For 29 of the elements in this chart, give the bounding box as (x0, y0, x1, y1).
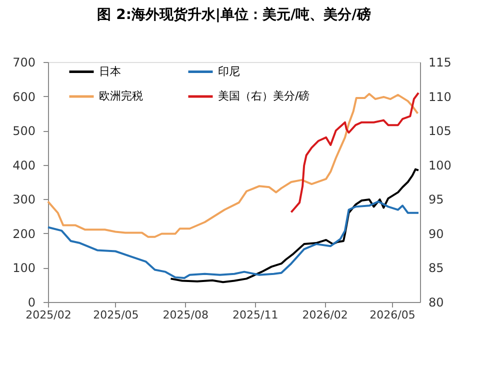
legend-label: 日本 (99, 64, 121, 78)
x-tick-label: 2025/02 (26, 308, 72, 322)
line-series (170, 168, 420, 284)
y-tick-label: 400 (12, 158, 36, 172)
y-tick-label: 600 (12, 90, 36, 104)
legend-label: 欧洲完税 (99, 90, 143, 102)
x-tick-label: 2025/11 (232, 308, 278, 322)
y2-tick-label: 110 (428, 90, 452, 104)
legend-label: 印尼 (218, 64, 240, 78)
y-tick-label: 700 (12, 56, 36, 70)
x-tick-label: 2026/02 (302, 308, 348, 322)
y-tick-label: 500 (12, 124, 36, 138)
legend-label: 美国（右）美分/磅 (218, 90, 310, 102)
x-tick-label: 2025/05 (93, 308, 139, 322)
x-tick-label: 2025/08 (162, 308, 208, 322)
x-tick-label: 2026/05 (370, 308, 416, 322)
y2-tick-label: 90 (428, 226, 444, 241)
y-tick-label: 100 (12, 261, 36, 276)
chart-title: 图 2:海外现货升水|单位：美元/吨、美分/磅 (97, 6, 371, 23)
y2-tick-label: 115 (428, 56, 452, 70)
y2-tick-label: 80 (428, 296, 444, 310)
y2-tick-label: 105 (428, 124, 452, 138)
y2-tick-label: 100 (428, 158, 452, 172)
y-tick-label: 0 (28, 296, 36, 310)
y2-tick-label: 95 (428, 192, 444, 207)
y-tick-label: 300 (12, 192, 36, 207)
y-tick-label: 200 (12, 226, 36, 241)
y2-tick-label: 85 (428, 261, 444, 276)
line-series (47, 200, 420, 279)
